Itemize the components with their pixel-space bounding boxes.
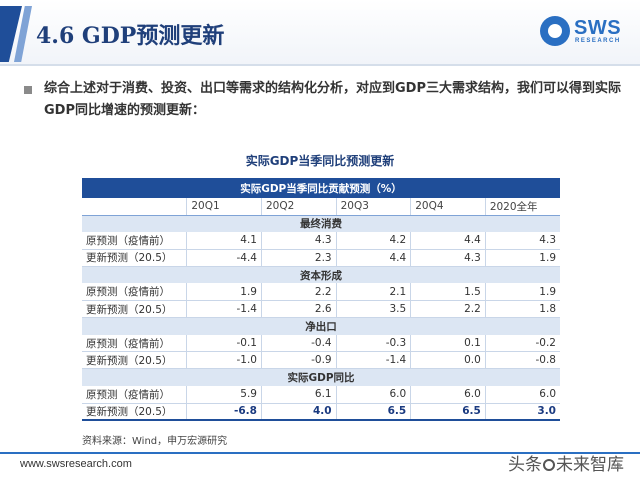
table-caption-row: 实际GDP当季同比贡献预测（%）	[82, 178, 560, 198]
sws-logo: SWS RESEARCH	[540, 16, 630, 50]
row-label: 更新预测（20.5）	[82, 351, 187, 370]
table-cell: 3.5	[335, 300, 411, 319]
table-cell: 2.2	[410, 300, 486, 319]
table-row: 更新预测（20.5） -4.4 2.3 4.4 4.3 1.9	[82, 249, 560, 267]
table-cell: 0.0	[410, 351, 486, 370]
table-cell: -1.4	[335, 351, 411, 370]
table-cell: 1.9	[484, 283, 560, 302]
table-cell: 4.3	[484, 232, 560, 250]
row-label: 原预测（疫情前）	[82, 334, 187, 353]
section-row: 资本形成	[82, 266, 560, 284]
table-cell: 4.4	[410, 232, 486, 250]
watermark-logo-icon	[543, 459, 555, 471]
table-cell: 6.0	[410, 386, 486, 404]
table-cell: -0.9	[260, 351, 337, 370]
table-cell: 4.3	[410, 249, 486, 267]
column-header-blank	[82, 198, 187, 216]
footer-url[interactable]: www.swsresearch.com	[20, 458, 132, 470]
table-row: 原预测（疫情前） 1.9 2.2 2.1 1.5 1.9	[82, 283, 560, 302]
row-label: 原预测（疫情前）	[82, 386, 187, 404]
table-row: 更新预测（20.5） -6.8 4.0 6.5 6.5 3.0	[82, 403, 560, 422]
table-cell: 2.2	[260, 283, 337, 302]
table-cell: -1.4	[186, 300, 262, 319]
gdp-forecast-table: 实际GDP当季同比贡献预测（%） 20Q1 20Q2 20Q3 20Q4 202…	[82, 178, 560, 422]
table-cell: 2.1	[335, 283, 411, 302]
table-cell: 6.5	[410, 403, 486, 422]
table-cell: 2.3	[260, 249, 337, 267]
section-row: 最终消费	[82, 215, 560, 233]
row-label: 原预测（疫情前）	[82, 232, 187, 250]
table-cell: -0.8	[484, 351, 560, 370]
bullet-square-icon	[24, 86, 32, 94]
table-header-row: 20Q1 20Q2 20Q3 20Q4 2020全年	[82, 198, 560, 216]
table-cell: 4.2	[335, 232, 411, 250]
table-cell: 5.9	[186, 386, 262, 404]
table-cell: 6.0	[484, 386, 560, 404]
table-row: 原预测（疫情前） 4.1 4.3 4.2 4.4 4.3	[82, 232, 560, 250]
watermark-left: 头条	[508, 455, 542, 475]
row-label: 原预测（疫情前）	[82, 283, 187, 302]
table-cell: 4.4	[335, 249, 411, 267]
table-row: 更新预测（20.5） -1.4 2.6 3.5 2.2 1.8	[82, 300, 560, 319]
header-bar	[0, 0, 640, 64]
table-cell: 1.9	[484, 249, 560, 267]
table-cell: -0.3	[335, 334, 411, 353]
section-label: 最终消费	[82, 215, 560, 233]
section-label: 实际GDP同比	[82, 368, 560, 387]
column-header: 20Q2	[260, 198, 337, 216]
section-row: 净出口	[82, 317, 560, 335]
column-header: 20Q3	[335, 198, 411, 216]
table-row: 原预测（疫情前） 5.9 6.1 6.0 6.0 6.0	[82, 386, 560, 404]
page-title: 4.6 GDP预测更新	[36, 23, 225, 49]
sws-logo-icon	[540, 16, 570, 46]
table-cell: 6.0	[335, 386, 411, 404]
table-cell: 4.3	[260, 232, 337, 250]
bullet-text: 综合上述对于消费、投资、出口等需求的结构化分析，对应到GDP三大需求结构，我们可…	[44, 81, 621, 118]
column-header: 20Q1	[186, 198, 262, 216]
column-header: 20Q4	[410, 198, 486, 216]
logo-text: SWS	[574, 17, 622, 39]
table-cell: -6.8	[186, 403, 262, 422]
section-label: 净出口	[82, 317, 560, 335]
table-caption: 实际GDP当季同比贡献预测（%）	[82, 178, 560, 198]
table-cell: 1.9	[186, 283, 262, 302]
row-label: 更新预测（20.5）	[82, 249, 187, 267]
section-row: 实际GDP同比	[82, 368, 560, 387]
table-title: 实际GDP当季同比预测更新	[245, 154, 395, 168]
header-divider	[0, 64, 640, 66]
source-note: 资料来源：Wind，申万宏源研究	[82, 436, 228, 447]
table-cell: 6.5	[335, 403, 411, 422]
table-cell: 4.1	[186, 232, 262, 250]
table-cell: 3.0	[484, 403, 560, 422]
footer-divider	[0, 452, 640, 454]
table-cell: 6.1	[260, 386, 337, 404]
logo-subtext: RESEARCH	[575, 38, 621, 44]
table-row: 原预测（疫情前） -0.1 -0.4 -0.3 0.1 -0.2	[82, 334, 560, 353]
table-cell: -0.1	[186, 334, 262, 353]
table-cell: -0.2	[484, 334, 560, 353]
section-label: 资本形成	[82, 266, 560, 284]
table-cell: 2.6	[260, 300, 337, 319]
watermark-right: 未来智库	[556, 455, 624, 475]
column-header: 2020全年	[484, 198, 560, 216]
table-cell: -1.0	[186, 351, 262, 370]
table-cell: -0.4	[260, 334, 337, 353]
table-row: 更新预测（20.5） -1.0 -0.9 -1.4 0.0 -0.8	[82, 351, 560, 370]
table-cell: 1.5	[410, 283, 486, 302]
row-label: 更新预测（20.5）	[82, 300, 187, 319]
table-cell: 4.0	[260, 403, 337, 422]
watermark: 头条 未来智库	[508, 450, 624, 475]
page-number: 69	[611, 462, 622, 471]
table-cell: 0.1	[410, 334, 486, 353]
row-label: 更新预测（20.5）	[82, 403, 187, 422]
table-cell: 1.8	[484, 300, 560, 319]
table-cell: -4.4	[186, 249, 262, 267]
